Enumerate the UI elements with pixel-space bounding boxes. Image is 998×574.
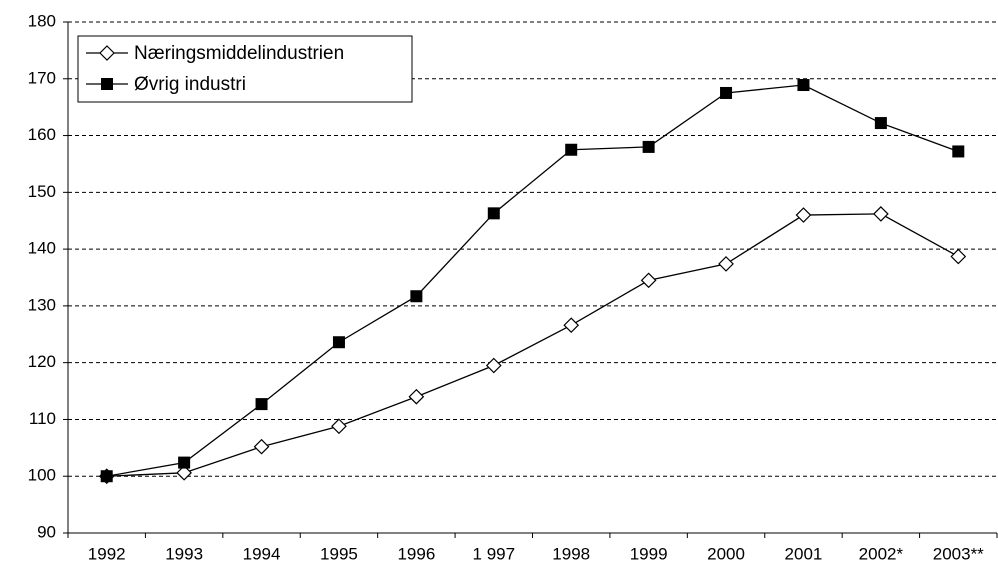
data-point: [718, 256, 734, 272]
legend-label: Næringsmiddelindustrien: [134, 43, 344, 64]
y-tick-label: 180: [28, 11, 56, 30]
data-point: [873, 206, 889, 222]
data-point: [253, 438, 270, 455]
y-tick-label: 170: [28, 68, 56, 87]
data-point: [565, 143, 578, 156]
series-line: [106, 213, 959, 477]
y-tick-label: 110: [29, 409, 56, 428]
x-tick-label: 2003**: [933, 544, 984, 563]
x-tick-label: 1994: [243, 544, 281, 563]
x-tick-label: 1992: [88, 544, 126, 563]
data-point: [563, 317, 580, 334]
y-tick-label: 100: [28, 466, 56, 485]
data-point: [797, 79, 810, 92]
y-tick-label: 90: [37, 522, 56, 541]
data-point: [408, 388, 425, 405]
y-tick-label: 150: [28, 182, 56, 201]
x-tick-label: 1996: [397, 544, 435, 563]
legend-marker: [101, 78, 113, 90]
data-point: [410, 290, 423, 303]
data-point: [255, 398, 268, 411]
x-tick-label: 2002*: [859, 544, 904, 563]
y-tick-label: 140: [28, 239, 56, 258]
y-tick-label: 130: [28, 295, 56, 314]
x-tick-label: 1 997: [473, 544, 516, 563]
data-point: [331, 418, 347, 435]
x-tick-label: 1999: [630, 544, 668, 563]
data-point: [720, 86, 733, 99]
data-point: [487, 207, 500, 220]
data-point: [100, 470, 113, 483]
data-point: [178, 456, 191, 469]
y-tick-label: 120: [28, 352, 56, 371]
x-tick-label: 1995: [320, 544, 358, 563]
data-point: [640, 272, 657, 289]
data-point: [952, 145, 965, 158]
legend-label: Øvrig industri: [134, 74, 246, 95]
data-point: [874, 117, 887, 130]
data-point: [176, 464, 192, 481]
legend-box: [77, 35, 413, 103]
y-tick-label: 160: [28, 125, 56, 144]
x-tick-label: 2001: [785, 544, 823, 563]
x-tick-label: 1998: [552, 544, 590, 563]
data-point: [950, 248, 967, 265]
legend-marker: [99, 45, 115, 61]
data-point: [642, 140, 655, 153]
x-tick-label: 2000: [707, 544, 745, 563]
data-point: [332, 336, 345, 349]
data-point: [795, 207, 812, 223]
series-line: [106, 84, 959, 477]
data-point: [485, 357, 502, 374]
x-tick-label: 1993: [165, 544, 203, 563]
